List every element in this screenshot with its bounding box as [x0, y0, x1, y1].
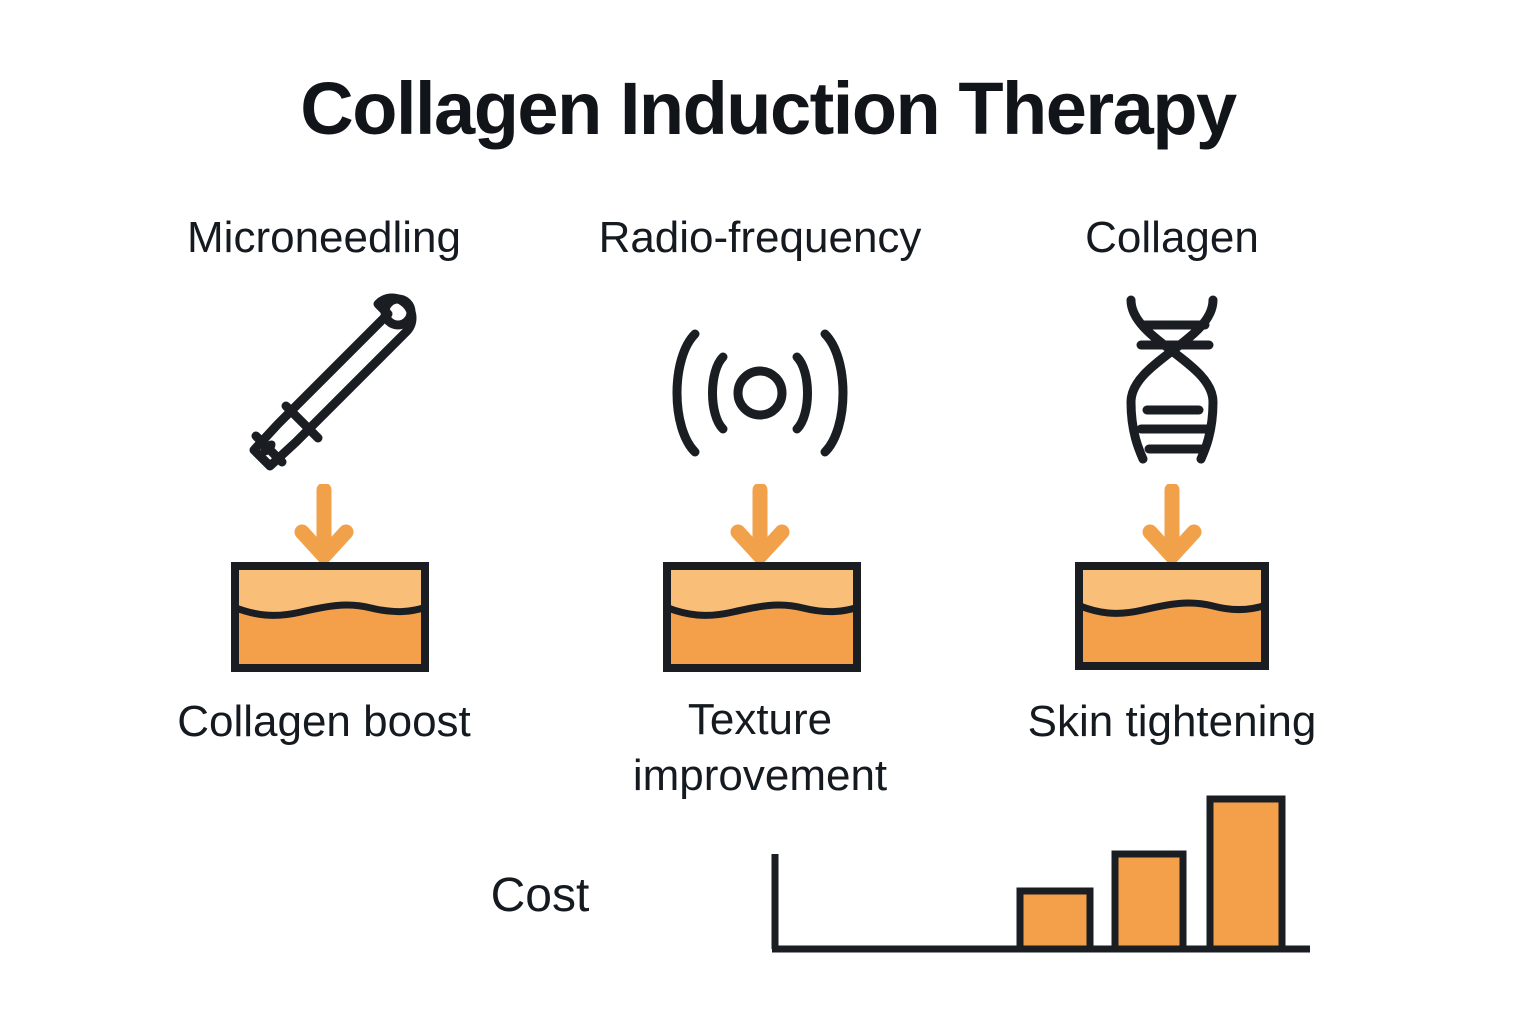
skin-layers-icon-microneedling — [120, 562, 540, 678]
down-arrow-icon-radio-frequency — [550, 482, 970, 566]
outcome-label-radio-frequency: Texture improvement — [550, 692, 970, 805]
page-title: Collagen Induction Therapy — [300, 67, 1237, 150]
chart-bar-radio-frequency — [1111, 850, 1187, 953]
down-arrow-icon-microneedling — [114, 482, 534, 566]
radio-frequency-waves-icon — [550, 302, 970, 484]
cost-label: Cost — [490, 869, 590, 922]
skin-layers-icon-radio-frequency — [552, 562, 972, 678]
outcome-label-radio-frequency-line1: Texture — [687, 695, 833, 744]
chart-bars — [1016, 795, 1286, 953]
cost-bar-chart — [770, 772, 1340, 967]
chart-bar-collagen — [1206, 795, 1286, 953]
down-arrow-icon-collagen — [962, 482, 1382, 566]
chart-bar-microneedling — [1016, 887, 1094, 953]
skin-layers-icon-collagen — [962, 562, 1382, 678]
microneedling-pen-icon — [114, 292, 534, 474]
outcome-label-collagen: Skin tightening — [1027, 697, 1317, 746]
outcome-label-radio-frequency-line2: improvement — [632, 751, 888, 801]
column-heading-microneedling: Microneedling — [187, 213, 461, 262]
outcome-label-microneedling: Collagen boost — [177, 697, 471, 746]
column-heading-radio-frequency: Radio-frequency — [598, 213, 922, 262]
column-heading-collagen: Collagen — [1085, 213, 1259, 262]
cost-section: Cost — [420, 762, 1360, 972]
dna-helix-icon — [962, 288, 1382, 470]
